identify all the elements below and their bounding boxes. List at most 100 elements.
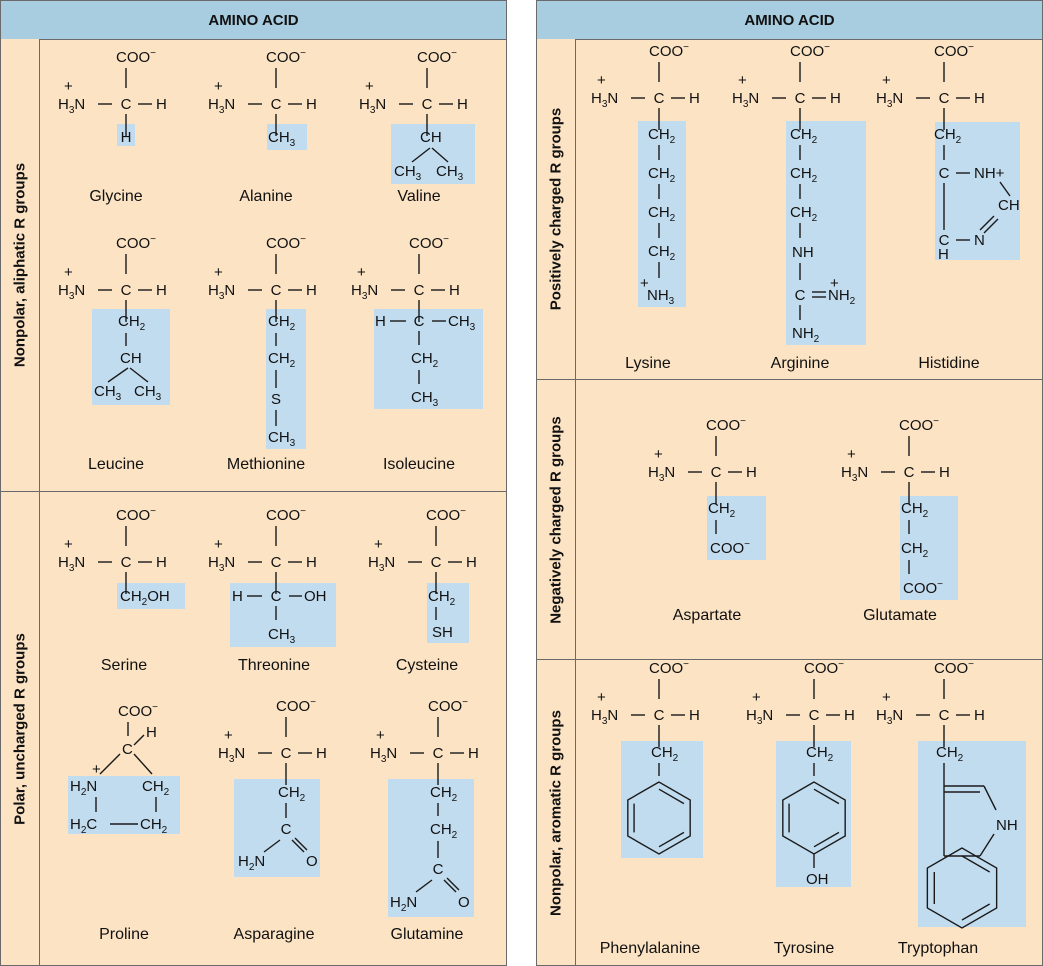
group-label-column: Positively charged R groups: [537, 39, 576, 379]
atom-label: CH3: [394, 163, 422, 183]
carboxylate-group: COO−: [706, 416, 746, 434]
alpha-carbon: C: [414, 282, 425, 299]
atom-label: CH2: [268, 313, 296, 333]
alpha-carbon: C: [271, 554, 282, 571]
r-group-highlight: [918, 741, 1026, 927]
r-group-highlight: [388, 779, 474, 917]
atom-label: CH2OH: [120, 588, 170, 608]
alpha-carbon: C: [433, 745, 444, 762]
amino-group: H3N: [218, 745, 245, 765]
atom-label: CH2: [790, 165, 818, 185]
alpha-carbon: C: [121, 282, 132, 299]
charge-plus: +: [64, 78, 73, 95]
name-methionine: Methionine: [226, 456, 306, 473]
atom-label: NH+: [974, 165, 1005, 182]
amino-group: H3N: [841, 464, 868, 484]
group-negatively-charged: Negatively charged R groups: [537, 379, 1042, 659]
carboxylate-group: COO−: [276, 697, 316, 715]
carboxylate-group: COO−: [790, 42, 830, 60]
hydrogen: H: [306, 554, 317, 571]
hydrogen: H: [746, 464, 757, 481]
name-threonine: Threonine: [237, 657, 311, 674]
atom-label: CH2: [901, 540, 929, 560]
r-group-highlight: [900, 496, 958, 600]
r-group-highlight: [234, 779, 320, 877]
atom-label: CH3: [94, 383, 122, 403]
bond: [658, 788, 685, 805]
charge-plus: +: [64, 264, 73, 281]
name-alanine: Alanine: [239, 188, 293, 205]
bond: [411, 147, 431, 163]
carboxylate-group: COO−: [118, 702, 158, 720]
r-group-highlight: [786, 121, 866, 345]
carboxylate-group: COO−: [116, 506, 156, 524]
hydrogen: H: [156, 554, 167, 571]
atom-label: CH2: [648, 126, 676, 146]
atom-label: CH2: [268, 350, 296, 370]
name-glycine: Glycine: [89, 188, 143, 205]
carboxylate-group: COO−: [649, 659, 689, 677]
amino-group: H3N: [370, 745, 397, 765]
bond: [443, 879, 457, 893]
r-group-highlight: [427, 583, 469, 643]
atom-label: H: [121, 129, 132, 146]
charge-plus: +: [640, 275, 649, 292]
atom-label: CH2: [936, 744, 964, 764]
hydrogen: H: [844, 707, 855, 724]
carboxylate-group: COO−: [417, 48, 457, 66]
atom-label: CH: [420, 129, 442, 146]
charge-plus: +: [376, 727, 385, 744]
group-label-column: Negatively charged R groups: [537, 380, 576, 659]
bond: [813, 788, 840, 805]
carboxylate-group: COO−: [934, 659, 974, 677]
charge-plus: +: [64, 536, 73, 553]
atom-label: CH3: [134, 383, 162, 403]
alpha-carbon: C: [809, 707, 820, 724]
group-label-column: Nonpolar, aromatic R groups: [537, 660, 576, 965]
name-isoleucine: Isoleucine: [382, 456, 456, 473]
hydrogen: H: [466, 554, 477, 571]
atom-label: CH2: [411, 350, 439, 370]
bond: [294, 837, 308, 851]
atom-label: H: [232, 588, 243, 605]
amino-group: H2N: [70, 778, 97, 798]
atom-label: CH3: [268, 429, 296, 449]
group-nonpolar-aliphatic: Nonpolar, aliphatic R groups: [1, 39, 506, 491]
atom-label: CH3: [448, 313, 476, 333]
amino-group: H3N: [591, 90, 618, 110]
atom-label: CH2: [118, 313, 146, 333]
name-leucine: Leucine: [87, 456, 145, 473]
hydrogen: H: [156, 96, 167, 113]
amino-group: H3N: [876, 707, 903, 727]
bond: [961, 855, 991, 873]
amino-group: H3N: [208, 282, 235, 302]
alpha-carbon: C: [654, 707, 665, 724]
carboxylate-group: COO−: [899, 416, 939, 434]
group-polar-uncharged: Polar, uncharged R groups: [1, 491, 506, 965]
r-group-highlight: [117, 583, 185, 609]
atom-label: COO−: [710, 539, 750, 557]
atom-label: CH2: [651, 744, 679, 764]
atom-label: O: [306, 853, 318, 870]
group-label-column: Polar, uncharged R groups: [1, 492, 40, 965]
bond: [979, 215, 995, 231]
amino-group: H3N: [208, 554, 235, 574]
atom-label: C: [414, 313, 425, 330]
charge-plus: +: [374, 536, 383, 553]
alpha-carbon: C: [422, 96, 433, 113]
alpha-carbon: C: [121, 554, 132, 571]
amino-group: H3N: [732, 90, 759, 110]
alpha-carbon: C: [431, 554, 442, 571]
charge-plus: +: [357, 264, 366, 281]
atom-label: C: [795, 287, 806, 304]
alpha-carbon: C: [939, 707, 950, 724]
atom-label: NH3: [647, 287, 675, 307]
name-glutamine: Glutamine: [390, 926, 464, 943]
bond: [129, 367, 149, 383]
atom-label: CH2: [648, 243, 676, 263]
atom-label: CH: [998, 197, 1020, 214]
charge-plus: +: [847, 446, 856, 463]
name-valine: Valine: [397, 188, 441, 205]
atom-label: CH3: [411, 389, 439, 409]
